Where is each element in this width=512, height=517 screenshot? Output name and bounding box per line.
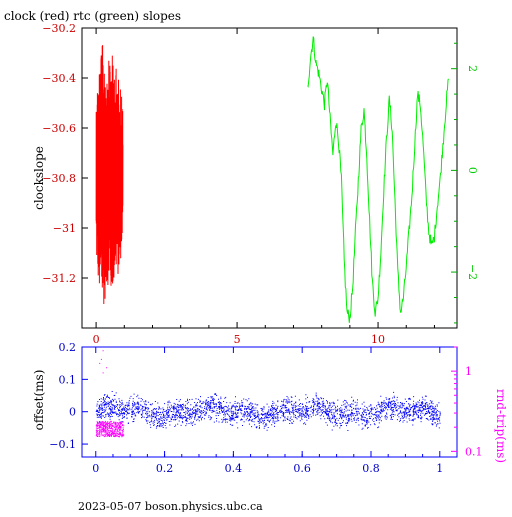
top-series: [95, 36, 449, 323]
top-xtick-label: 10: [371, 333, 385, 346]
clock-series-line: [95, 45, 124, 305]
bottom-y2tick-label: 1: [465, 365, 472, 378]
top-y2tick-label: 0: [466, 167, 479, 174]
footer-caption: 2023-05-07 boson.physics.ubc.ca: [78, 500, 263, 512]
bottom-axes: 0 0.2 0.4 0.6 0.8 1 0.2 0.1 0 −0.1 1 0.1: [49, 341, 482, 475]
bottom-panel: 0 0.2 0.4 0.6 0.8 1 0.2 0.1 0 −0.1 1 0.1 offset(ms)…: [32, 341, 508, 475]
top-ytick-label: −30.4: [42, 72, 76, 85]
bottom-xtick-label: 0.6: [293, 462, 311, 475]
bottom-ytick-label: −0.1: [49, 438, 76, 451]
top-xtick-label: 5: [234, 333, 241, 346]
chart-title: clock (red) rtc (green) slopes: [4, 9, 181, 23]
rndtrip-points: [95, 350, 125, 438]
top-ytick-label: −30.8: [42, 172, 76, 185]
bottom-y2tick-label: 0.1: [465, 445, 483, 458]
top-y2tick-label: 2: [466, 65, 479, 72]
bottom-plot-frame: [81, 346, 458, 458]
top-y2tick-label: −2: [466, 264, 479, 280]
bottom-y2label: rnd-trip(ms): [494, 389, 508, 463]
top-axes: 0 5 10 −30.2 −30.4 −30.6 −30.8 −31 −31.2 2 0 −2: [42, 22, 479, 346]
rtc-series-line: [307, 36, 449, 323]
bottom-ytick-label: 0.1: [59, 373, 77, 386]
bottom-ytick-label: 0.2: [59, 341, 77, 354]
bottom-xtick-label: 0.2: [156, 462, 174, 475]
offset-points: [95, 391, 441, 431]
top-ytick-label: −31: [53, 222, 76, 235]
bottom-xtick-label: 0: [92, 462, 99, 475]
top-panel: 0 5 10 −30.2 −30.4 −30.6 −30.8 −31 −31.2 2 0 −2 clo…: [32, 22, 479, 346]
bottom-xtick-label: 1: [436, 462, 443, 475]
top-ytick-label: −30.6: [42, 122, 76, 135]
top-plot-frame: [81, 27, 458, 329]
bottom-xtick-label: 0.4: [225, 462, 243, 475]
bottom-ylabel: offset(ms): [32, 370, 46, 431]
top-ytick-label: −31.2: [42, 272, 76, 285]
top-ytick-label: −30.2: [42, 22, 76, 35]
bottom-series: [95, 350, 441, 438]
bottom-xtick-label: 0.8: [362, 462, 380, 475]
bottom-ytick-label: 0: [69, 406, 76, 419]
top-ylabel: clockslope: [32, 146, 46, 210]
top-xtick-label: 0: [93, 333, 100, 346]
